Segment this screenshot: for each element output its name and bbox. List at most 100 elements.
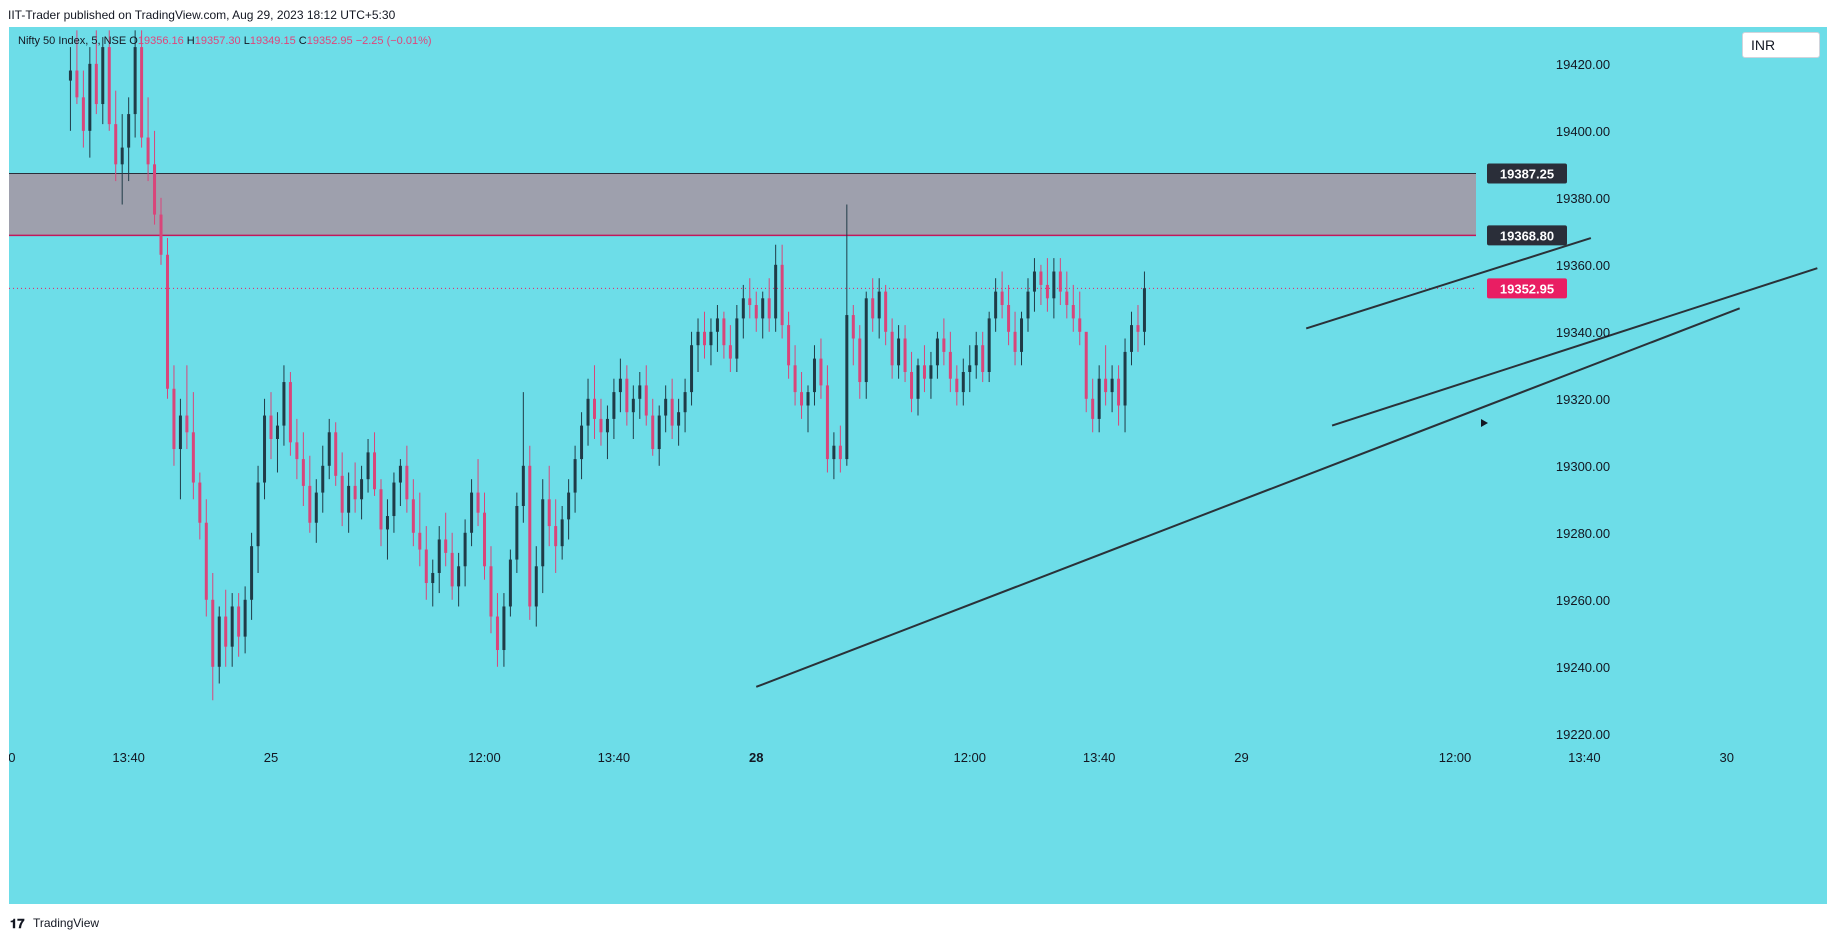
- candle: [709, 318, 713, 366]
- candle-body: [1078, 318, 1082, 332]
- price-level-tag: 19368.80: [1487, 225, 1567, 246]
- trendline-channel-upper[interactable]: [1305, 237, 1592, 330]
- candle-body: [373, 452, 377, 490]
- time-tick-label: 13:40: [1568, 750, 1601, 765]
- time-axis: [9, 784, 1827, 904]
- candle: [483, 492, 487, 580]
- candle-body: [217, 616, 221, 667]
- time-tick-label: 12:00: [1439, 750, 1472, 765]
- candle: [191, 392, 195, 500]
- candle: [1045, 258, 1049, 312]
- time-tick-label: 13:40: [1083, 750, 1116, 765]
- candle: [715, 305, 719, 352]
- candle-body: [922, 365, 926, 379]
- candle: [1136, 305, 1140, 352]
- candle-body: [1142, 288, 1146, 332]
- candle: [353, 462, 357, 513]
- candle: [670, 378, 674, 439]
- candle: [373, 432, 377, 496]
- candle: [250, 532, 254, 620]
- price-tick-label: 19300.00: [1556, 459, 1610, 474]
- candle-body: [133, 47, 137, 115]
- price-level-tag-label: 19387.25: [1500, 167, 1554, 182]
- candle-body: [754, 305, 758, 319]
- candle-body: [858, 338, 862, 383]
- candle-body: [702, 331, 706, 346]
- candle: [1000, 271, 1004, 319]
- candle: [172, 365, 176, 466]
- level-labels: 19387.25 19368.80 19352.95: [1487, 163, 1567, 299]
- candle: [793, 345, 797, 406]
- candle: [644, 365, 648, 426]
- candle: [1058, 258, 1062, 306]
- candle: [398, 459, 402, 506]
- candle: [567, 479, 571, 540]
- candlestick-chart[interactable]: 19220.00 19240.00 19260.00 19280.00 19300.00…: [0, 27, 1827, 904]
- trendline-channel-lower[interactable]: [1331, 267, 1818, 427]
- trendline-main-support[interactable]: [755, 307, 1741, 688]
- candle: [230, 593, 234, 667]
- candle-body: [120, 147, 124, 165]
- candle: [75, 30, 79, 105]
- candle-body: [955, 378, 959, 393]
- candle-body: [787, 325, 791, 366]
- plot-area: [9, 27, 1476, 784]
- candle: [301, 432, 305, 506]
- candle-body: [489, 566, 493, 617]
- candle-body: [948, 351, 952, 379]
- candle: [767, 278, 771, 332]
- candle-body: [741, 298, 745, 319]
- candle-body: [929, 365, 933, 379]
- candle-body: [1136, 325, 1140, 332]
- candle: [774, 244, 778, 332]
- candle: [702, 311, 706, 359]
- candle-body: [1032, 271, 1036, 292]
- candle: [748, 278, 752, 319]
- candle: [845, 204, 849, 466]
- currency-selector[interactable]: INR: [1742, 32, 1820, 58]
- candle-body: [418, 532, 422, 550]
- candle-body: [657, 415, 661, 450]
- candle-body: [431, 572, 435, 584]
- candle: [651, 398, 655, 456]
- price-level-tag-bg: [1487, 163, 1567, 184]
- candle-body: [457, 566, 461, 587]
- candle-body: [580, 425, 584, 460]
- candle: [288, 372, 292, 456]
- candle-body: [1020, 318, 1024, 352]
- symbol-legend: Nifty 50 Index, 5, NSE O19356.16 H19357.…: [18, 35, 432, 47]
- candle-body: [1071, 305, 1075, 319]
- candle-body: [961, 372, 965, 393]
- candle: [444, 512, 448, 567]
- footer: 𝟏𝟕 TradingView: [0, 904, 1835, 939]
- candle: [282, 365, 286, 446]
- candle-body: [780, 264, 784, 326]
- candle-body: [295, 442, 299, 460]
- candle-body: [444, 539, 448, 553]
- candle-body: [586, 398, 590, 426]
- candle: [418, 492, 422, 567]
- candle: [1117, 365, 1121, 426]
- candle-body: [256, 482, 260, 547]
- candle: [269, 392, 273, 460]
- time-axis-labels: 12:00 13:40 25 12:00 13:40 28 12:00 13:40 29 12:0…: [0, 750, 1734, 765]
- candle: [153, 130, 157, 225]
- candle-body: [353, 485, 357, 500]
- candle: [696, 318, 700, 373]
- candle: [1032, 258, 1036, 312]
- candle-body: [884, 291, 888, 332]
- candle-body: [612, 392, 616, 419]
- candle: [392, 472, 396, 533]
- candle-body: [476, 492, 480, 513]
- chart-pane[interactable]: 19220.00 19240.00 19260.00 19280.00 19300.00…: [0, 27, 1827, 904]
- candle: [457, 552, 461, 607]
- candle-body: [1058, 271, 1062, 292]
- candle-body: [308, 485, 312, 523]
- candle: [618, 358, 622, 413]
- candle: [877, 278, 881, 339]
- candle-body: [677, 412, 681, 426]
- candle-body: [683, 392, 687, 413]
- candle-body: [638, 385, 642, 399]
- scroll-arrow-icon[interactable]: [1481, 419, 1488, 427]
- candle-body: [812, 358, 816, 393]
